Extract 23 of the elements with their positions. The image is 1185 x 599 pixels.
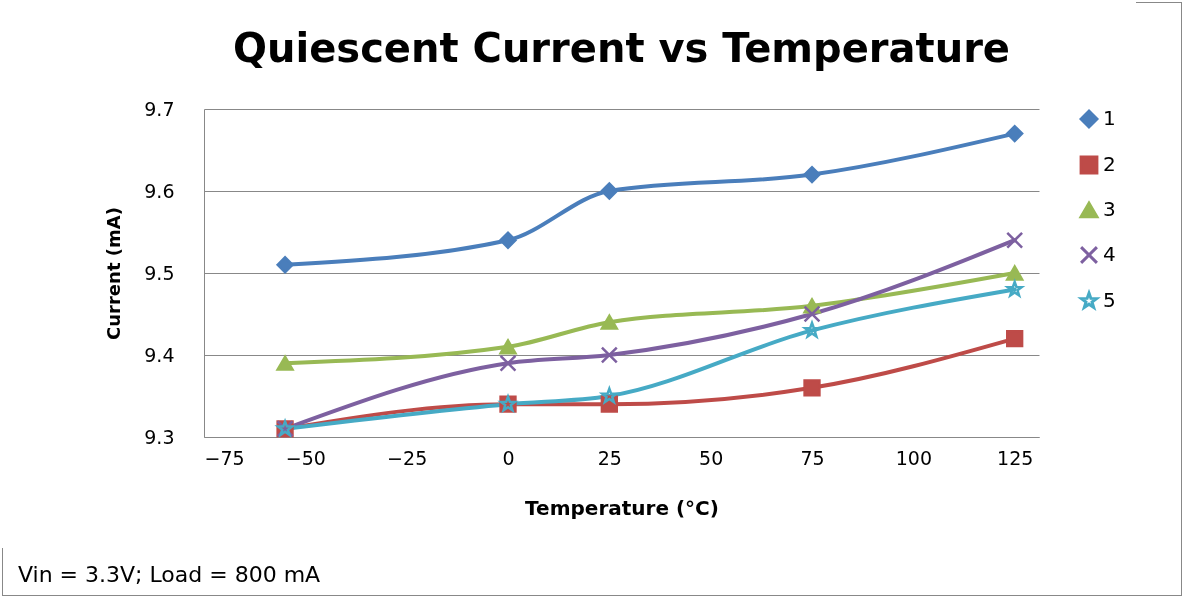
x-tick-label: 50 (699, 446, 724, 469)
x-tick-label: 0 (502, 446, 515, 469)
x-tick-label: 75 (800, 446, 825, 469)
y-tick-label: 9.6 (144, 179, 175, 202)
x-tick-label: 125 (997, 446, 1034, 469)
chart-title: Quiescent Current vs Temperature (233, 25, 1010, 71)
y-tick-label: 9.7 (144, 97, 175, 120)
x-tick-label: 100 (895, 446, 932, 469)
x-tick-label: −50 (285, 446, 326, 469)
x-tick-label: −75 (204, 446, 245, 469)
legend-label: 4 (1103, 242, 1116, 266)
y-axis-title: Current (mA) (103, 207, 125, 340)
legend-label: 5 (1103, 288, 1116, 312)
legend-label: 1 (1103, 106, 1116, 130)
y-tick-label: 9.3 (144, 425, 175, 448)
legend-label: 2 (1103, 152, 1116, 176)
y-tick-label: 9.4 (144, 343, 175, 366)
legend-label: 3 (1103, 197, 1116, 221)
y-tick-label: 9.5 (144, 261, 175, 284)
x-tick-label: 25 (597, 446, 622, 469)
x-axis-title: Temperature (°C) (525, 495, 719, 520)
text: Vin = 3.3V; Load = 800 mA (18, 562, 321, 587)
x-tick-label: −25 (387, 446, 428, 469)
